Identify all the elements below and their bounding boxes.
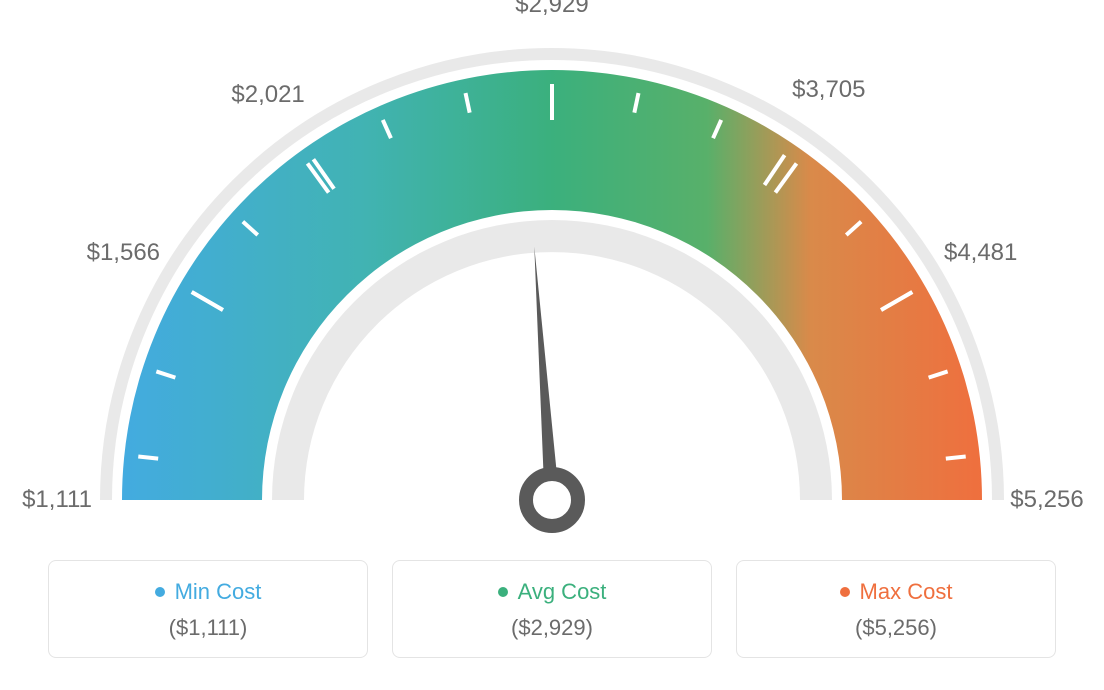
gauge-tick-label: $2,929 bbox=[515, 0, 588, 19]
gauge-tick-label: $4,481 bbox=[944, 239, 1017, 267]
legend-value-avg: ($2,929) bbox=[403, 615, 701, 641]
legend-title-avg: Avg Cost bbox=[498, 579, 607, 605]
dot-icon bbox=[840, 587, 850, 597]
legend-title-text: Avg Cost bbox=[518, 579, 607, 605]
legend-value-max: ($5,256) bbox=[747, 615, 1045, 641]
dot-icon bbox=[498, 587, 508, 597]
legend-title-text: Max Cost bbox=[860, 579, 953, 605]
cost-gauge: $1,111$1,566$2,021$2,929$3,705$4,481$5,2… bbox=[22, 20, 1082, 540]
legend-row: Min Cost ($1,111) Avg Cost ($2,929) Max … bbox=[20, 560, 1084, 658]
dot-icon bbox=[155, 587, 165, 597]
gauge-tick-label: $1,111 bbox=[22, 486, 92, 514]
gauge-tick-label: $5,256 bbox=[1010, 486, 1083, 514]
gauge-svg bbox=[22, 20, 1082, 540]
legend-card-avg: Avg Cost ($2,929) bbox=[392, 560, 712, 658]
legend-card-max: Max Cost ($5,256) bbox=[736, 560, 1056, 658]
legend-title-text: Min Cost bbox=[175, 579, 262, 605]
legend-card-min: Min Cost ($1,111) bbox=[48, 560, 368, 658]
gauge-tick-label: $2,021 bbox=[231, 81, 304, 109]
gauge-tick-label: $3,705 bbox=[792, 76, 865, 104]
legend-title-min: Min Cost bbox=[155, 579, 262, 605]
gauge-tick-label: $1,566 bbox=[87, 239, 160, 267]
legend-value-min: ($1,111) bbox=[59, 615, 357, 641]
legend-title-max: Max Cost bbox=[840, 579, 953, 605]
